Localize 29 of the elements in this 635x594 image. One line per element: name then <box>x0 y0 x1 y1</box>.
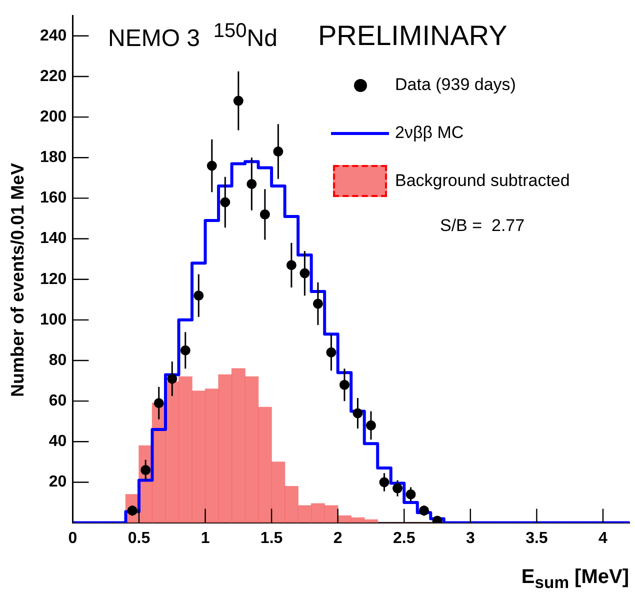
x-tick-label: 3.5 <box>526 530 548 547</box>
annotation: PRELIMINARY <box>318 20 508 52</box>
y-tick-label: 220 <box>40 68 67 85</box>
y-tick-label: 100 <box>40 311 67 328</box>
annotation: S/B = 2.77 <box>440 216 525 236</box>
y-tick-label: 40 <box>48 433 67 450</box>
x-tick-label: 1 <box>200 530 210 547</box>
y-tick-label: 120 <box>40 270 67 288</box>
y-tick-label: 180 <box>40 149 67 166</box>
annotation: NEMO 3 $^{150}$Nd <box>108 20 278 53</box>
x-tick-label: 0.5 <box>128 530 150 547</box>
x-tick-label: 4 <box>598 530 608 547</box>
y-tick-label: 20 <box>48 474 67 491</box>
y-tick-label: 240 <box>40 27 67 44</box>
x-tick-label: 1.5 <box>260 530 283 547</box>
x-tick-label: 0 <box>68 530 78 547</box>
legend-label: Background subtracted <box>395 171 570 191</box>
y-tick-label: 60 <box>48 392 67 410</box>
y-tick-label: 200 <box>40 108 67 126</box>
y-tick-label: 140 <box>40 230 67 248</box>
y-tick-label: 80 <box>48 352 67 369</box>
x-axis-title: E$_{sum}$ [MeV] <box>521 566 629 593</box>
x-tick-label: 3 <box>466 530 475 547</box>
legend-label: 2νββ MC <box>395 123 465 143</box>
y-axis-title: Number of events/0.01 MeV <box>8 162 28 398</box>
y-tick-label: 160 <box>40 190 67 207</box>
x-tick-label: 2.5 <box>393 530 416 547</box>
x-tick-label: 2 <box>333 530 342 547</box>
legend-label: Data (939 days) <box>395 75 517 95</box>
